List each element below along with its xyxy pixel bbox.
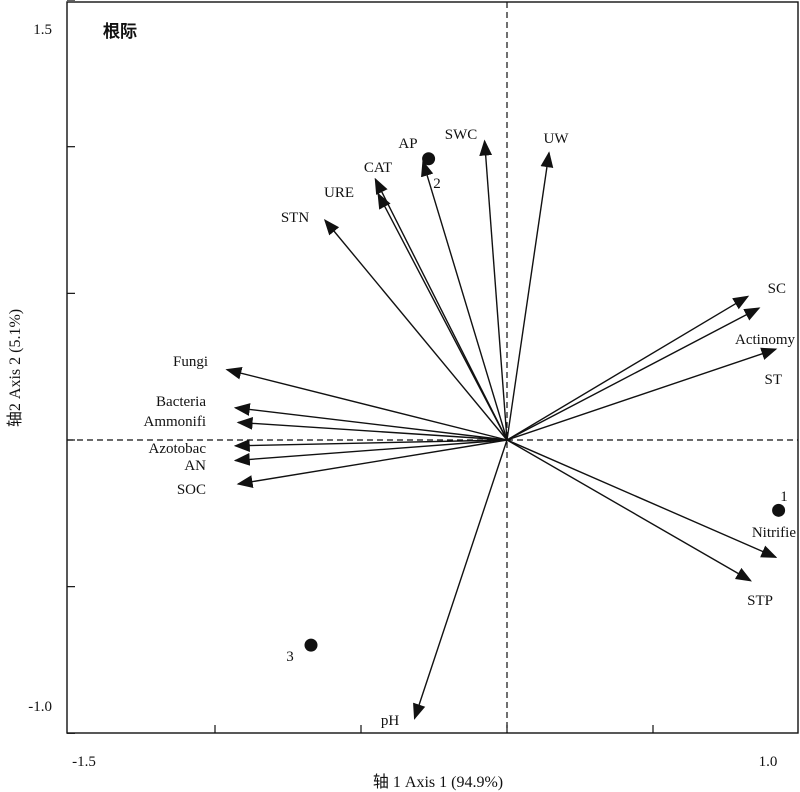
arrow-uw — [506, 151, 554, 441]
arrow-swc — [479, 139, 508, 441]
arrow-label-uw: UW — [544, 131, 570, 147]
arrow-ure — [377, 192, 508, 441]
sample-point-3 — [304, 638, 318, 652]
sample-points: 1 2 3 — [286, 152, 788, 665]
arrow-ph — [413, 439, 508, 720]
arrow-label-ap: AP — [398, 136, 417, 152]
sample-point-1 — [772, 503, 786, 517]
arrow-label-azotobac: Azotobac — [149, 441, 207, 457]
arrow-azotobac — [233, 439, 508, 452]
arrow-stp — [506, 439, 752, 582]
y-tick-label-top: 1.5 — [33, 22, 52, 38]
arrow-bacteria — [233, 403, 508, 441]
x-tick-label-left: -1.5 — [72, 754, 96, 770]
arrow-label-st: ST — [764, 372, 782, 388]
arrow-label-bacteria: Bacteria — [156, 394, 206, 410]
arrow-label-actinomy: Actinomy — [735, 332, 795, 348]
sample-label-1: 1 — [780, 489, 788, 505]
sample-point-2 — [422, 152, 436, 166]
arrow-actinomy — [506, 307, 761, 441]
sample-label-3: 3 — [286, 649, 294, 665]
arrow-sc — [506, 295, 750, 441]
arrow-soc — [236, 439, 508, 488]
arrow-ap — [421, 160, 508, 441]
sample-label-2: 2 — [433, 176, 441, 192]
arrow-an — [233, 439, 508, 466]
arrow-label-ph: pH — [381, 713, 400, 729]
arrow-label-sc: SC — [768, 281, 786, 297]
x-axis-title: 轴 1 Axis 1 (94.9%) — [373, 773, 503, 791]
arrow-label-stp: STP — [747, 593, 773, 609]
y-axis-title: 轴2 Axis 2 (5.1%) — [6, 309, 24, 427]
variable-arrows: UW SWC AP CAT URE STN SC Actinomy ST Fungi Bacteri… — [144, 127, 797, 729]
arrow-label-stn: STN — [281, 210, 310, 226]
arrow-ammonifi — [236, 416, 508, 441]
arrow-st — [506, 347, 778, 441]
arrow-label-nitrifie: Nitrifie — [752, 525, 796, 541]
arrow-label-fungi: Fungi — [173, 354, 208, 370]
y-axis-ticks — [67, 0, 75, 734]
arrow-label-ure: URE — [324, 185, 354, 201]
arrow-label-an: AN — [184, 458, 206, 474]
panel-label: 根际 — [103, 21, 137, 42]
y-tick-label-bottom: -1.0 — [28, 699, 52, 715]
arrow-label-swc: SWC — [445, 127, 478, 143]
arrow-stn — [323, 219, 508, 441]
plot-frame — [66, 1, 799, 734]
arrow-nitrifie — [506, 439, 778, 558]
arrow-fungi — [225, 366, 508, 441]
arrow-cat — [374, 177, 508, 441]
x-axis-ticks — [214, 725, 654, 733]
arrow-label-soc: SOC — [177, 482, 206, 498]
x-tick-label-right: 1.0 — [759, 754, 778, 770]
arrow-label-ammonifi: Ammonifi — [144, 414, 207, 430]
arrow-label-cat: CAT — [364, 160, 392, 176]
